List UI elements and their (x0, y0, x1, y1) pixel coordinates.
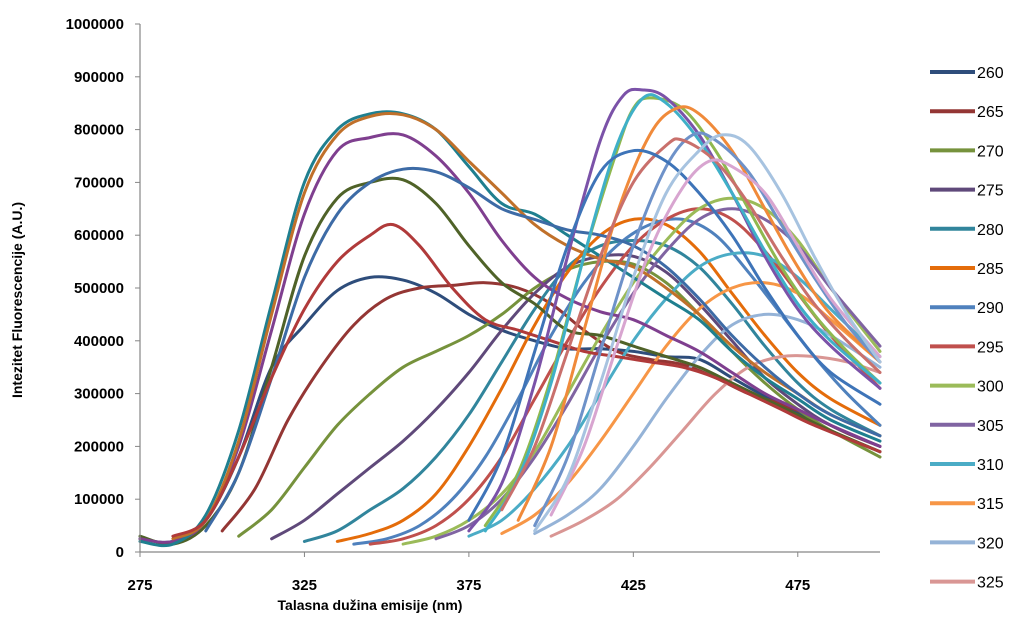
x-tick-label: 325 (292, 577, 317, 594)
y-tick-label: 600000 (74, 227, 124, 244)
legend-label-285: 285 (977, 261, 1004, 278)
legend-label-300: 300 (977, 379, 1004, 396)
y-tick-label: 900000 (74, 69, 124, 86)
y-tick-label: 1000000 (66, 16, 124, 33)
y-tick-labels: 0 100000 200000 300000 400000 500000 600000 700… (66, 16, 140, 561)
series-line-21 (467, 87, 882, 533)
series-line-27 (549, 158, 882, 517)
x-tick-label: 375 (456, 577, 481, 594)
series-line-325 (549, 354, 882, 538)
series-line-320 (533, 312, 882, 535)
legend-label-290: 290 (977, 300, 1004, 317)
series-lines (138, 87, 882, 548)
series-line-22 (483, 93, 882, 533)
series-line-295 (368, 207, 882, 546)
x-tick-label: 275 (127, 577, 152, 594)
legend-label-275: 275 (977, 183, 1004, 200)
x-axis-title: Talasna dužina emisije (nm) (278, 597, 463, 613)
series-line-19 (171, 222, 882, 538)
series-line-24 (533, 131, 882, 528)
y-tick-label: 200000 (74, 438, 124, 455)
series-line-17 (171, 111, 882, 541)
legend-label-270: 270 (977, 143, 1004, 160)
series-line-305 (434, 207, 882, 541)
y-tick-label: 500000 (74, 280, 124, 297)
series-line-25 (500, 137, 882, 512)
legend-label-320: 320 (977, 535, 1004, 552)
y-tick-label: 800000 (74, 122, 124, 139)
series-line-15 (138, 132, 882, 544)
series-line-26 (467, 148, 882, 522)
legend-label-265: 265 (977, 104, 1004, 121)
y-tick-label: 100000 (74, 491, 124, 508)
legend-label-305: 305 (977, 418, 1004, 435)
legend-label-310: 310 (977, 457, 1004, 474)
series-line-28 (533, 133, 882, 533)
series-line-18 (204, 166, 882, 533)
y-axis-title: Intezitet Fluorescencije (A.U.) (9, 202, 25, 398)
series-line-260 (138, 275, 882, 544)
legend: 260 265 270 275 280 285 290 295 300 305 310 315 320 3… (930, 65, 1004, 592)
legend-label-315: 315 (977, 496, 1004, 513)
y-tick-label: 700000 (74, 174, 124, 191)
x-tick-label: 475 (785, 577, 810, 594)
x-tick-labels: 275 325 375 425 475 (127, 552, 810, 594)
x-tick-label: 425 (621, 577, 646, 594)
legend-label-295: 295 (977, 339, 1004, 356)
series-line-16 (138, 110, 882, 548)
legend-label-280: 280 (977, 222, 1004, 239)
y-tick-label: 300000 (74, 386, 124, 403)
y-tick-label: 400000 (74, 333, 124, 350)
y-tick-label: 0 (116, 544, 124, 561)
series-line-23 (516, 105, 882, 522)
legend-label-260: 260 (977, 65, 1004, 82)
legend-label-325: 325 (977, 575, 1004, 592)
